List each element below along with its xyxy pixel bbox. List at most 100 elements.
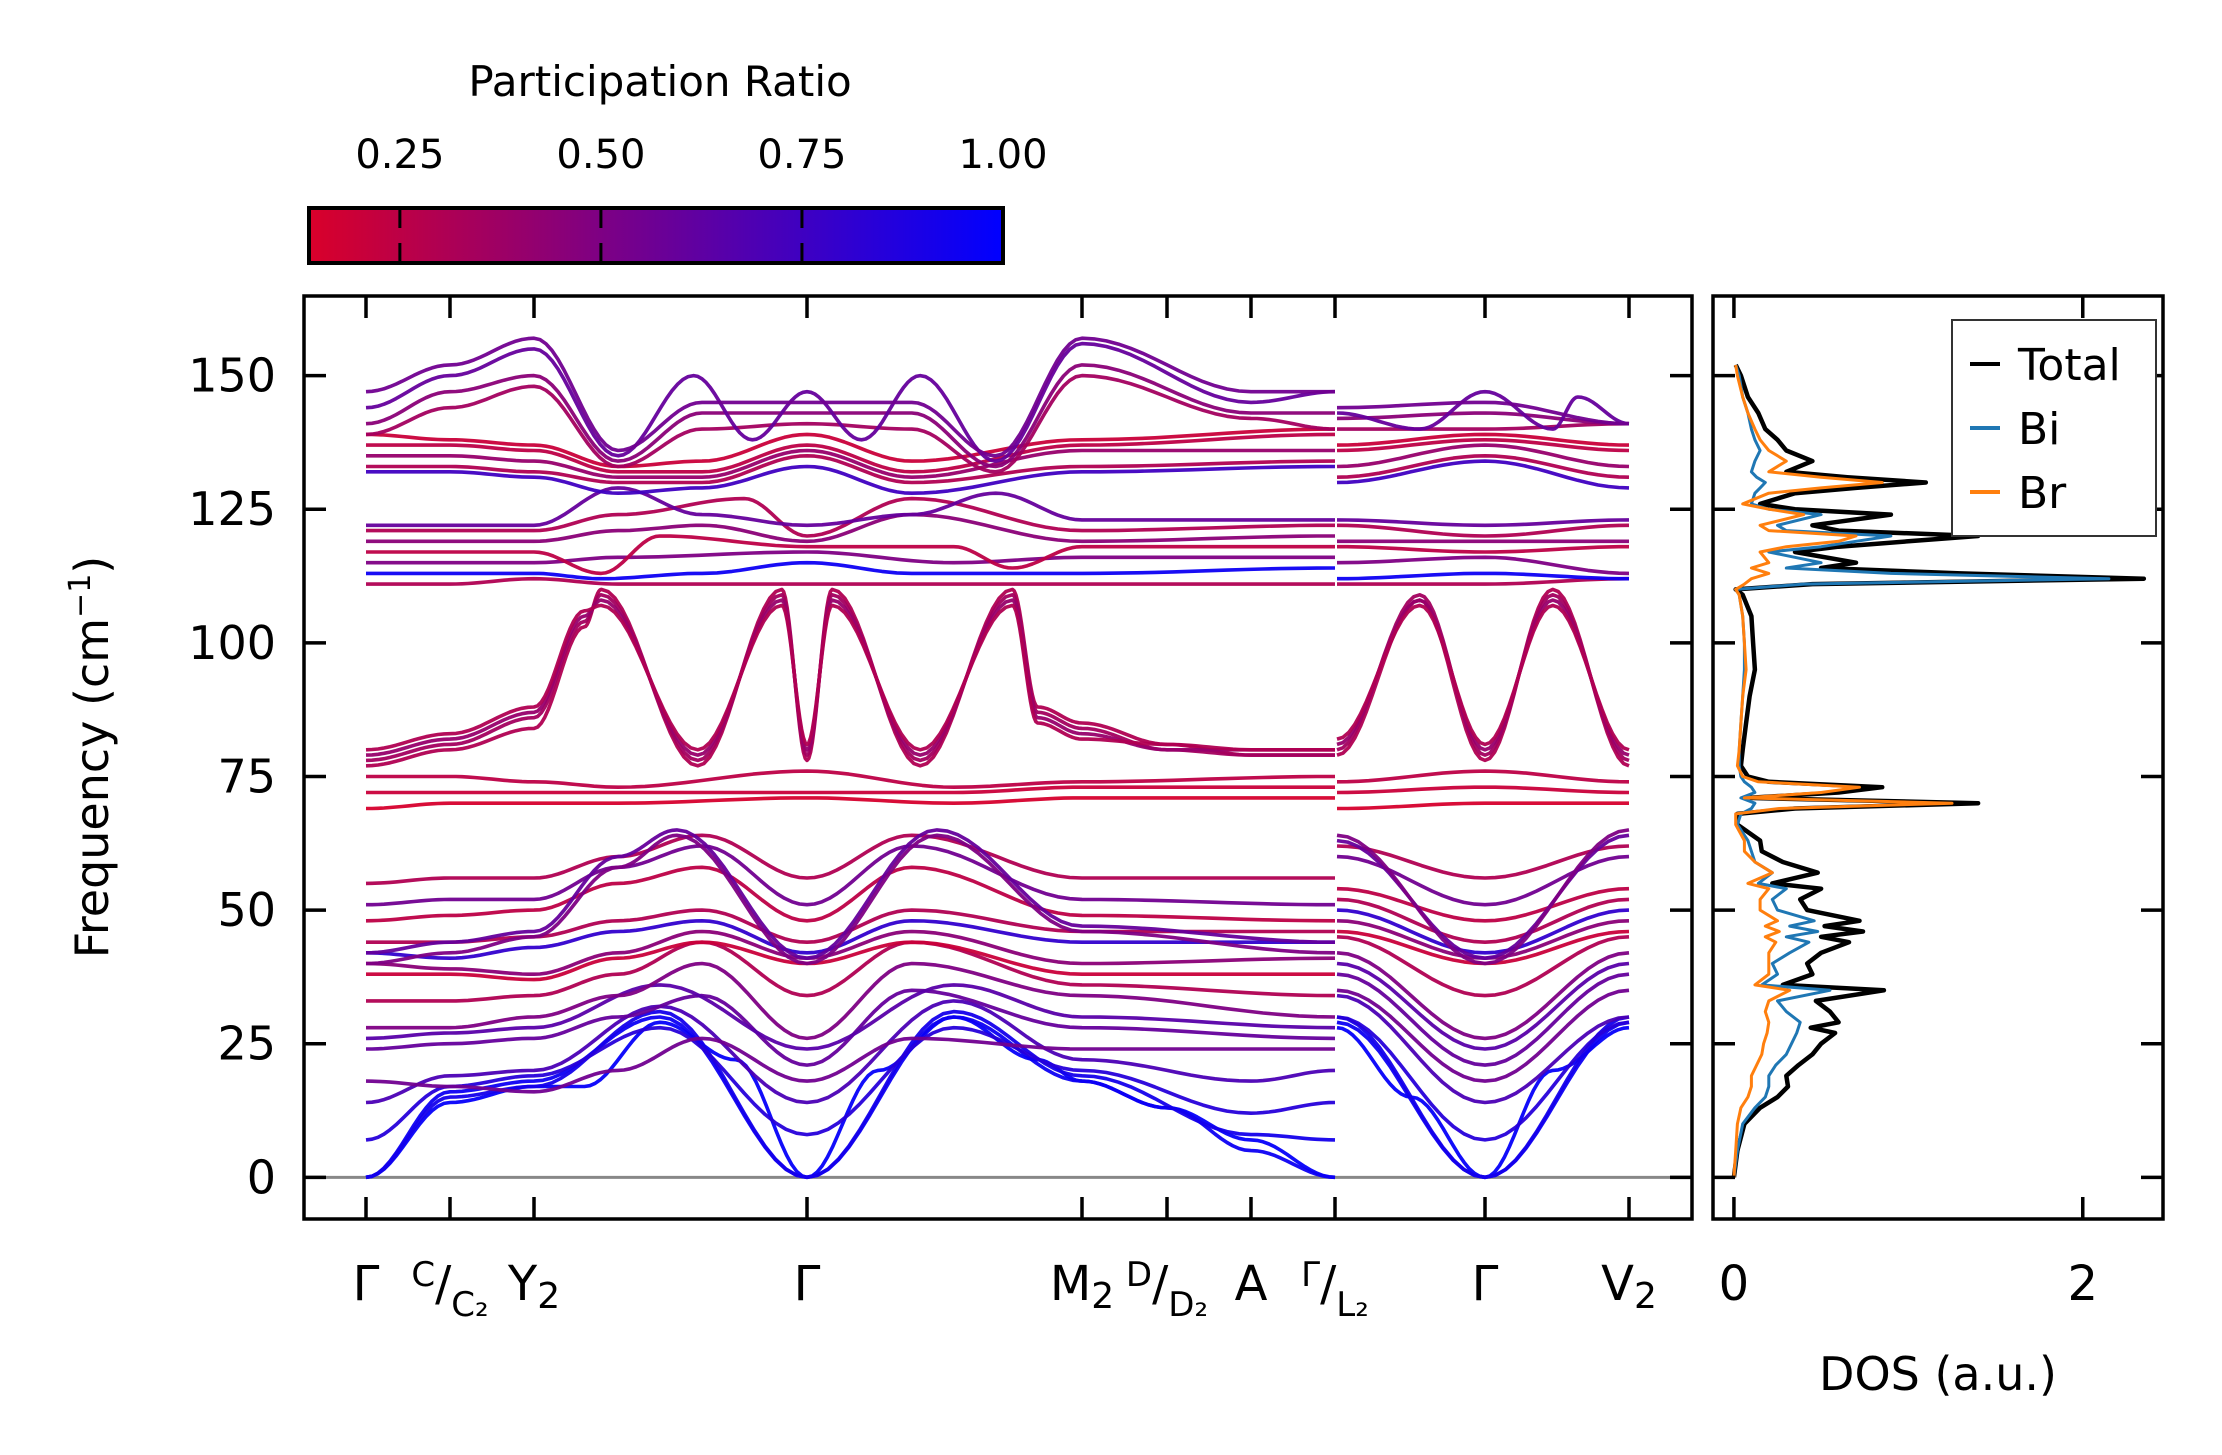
legend: Total Bi Br	[1951, 319, 2157, 537]
band-line	[365, 1009, 1336, 1180]
x-tick-label: Γ/L₂	[1301, 1255, 1369, 1325]
colorbar-tick-marks	[398, 208, 804, 263]
x-tick-label-sub: 2	[1091, 1276, 1114, 1317]
band-line	[366, 940, 1335, 982]
band-line	[1336, 988, 1630, 1083]
band-line	[365, 828, 1336, 960]
band-line	[365, 341, 1336, 463]
legend-entries: Total Bi Br	[1970, 340, 2121, 519]
band-line	[365, 363, 1335, 469]
band-line	[1336, 432, 1630, 447]
x-tick-label-main: Γ	[1472, 1256, 1499, 1312]
colorbar-bar	[307, 206, 1005, 265]
y-tick-label: 50	[217, 883, 276, 937]
x-tick-label-main: V	[1601, 1256, 1634, 1312]
y-tick-label: 150	[188, 349, 276, 403]
x-tick-label-sub: C₂	[451, 1285, 488, 1325]
band-line	[365, 833, 1335, 886]
colorbar-tick-label: 0.50	[556, 132, 645, 178]
band-axes-frame	[302, 294, 1694, 1221]
band-line	[1337, 571, 1629, 581]
dos-axes-frame	[1711, 294, 2165, 1221]
band-line	[1336, 844, 1630, 880]
band-line	[365, 983, 1336, 1051]
band-line	[366, 512, 1335, 544]
band-line	[366, 464, 1336, 495]
dos-x-axis-label: DOS (a.u.)	[1819, 1347, 2057, 1401]
band-line	[366, 448, 1335, 479]
band-line	[1336, 993, 1630, 1105]
x-tick-label-main: A	[1235, 1256, 1268, 1312]
x-tick-label-slash: /	[1152, 1256, 1169, 1312]
x-tick-label-main: Γ	[353, 1256, 380, 1312]
x-tick-label-main: Γ	[794, 1256, 821, 1312]
x-tick-label: Γ	[794, 1256, 821, 1312]
band-line	[366, 550, 1335, 565]
band-line	[1336, 598, 1630, 757]
band-line	[1336, 443, 1630, 469]
band-line	[365, 1025, 1336, 1142]
band-line	[366, 844, 1335, 907]
dos-lines	[1731, 363, 2147, 1178]
band-line	[1336, 785, 1630, 795]
band-line	[366, 454, 1336, 485]
dos-x-tick-label: 0	[1719, 1256, 1750, 1312]
colorbar-tick-label: 0.75	[757, 132, 846, 178]
band-line	[366, 961, 1336, 1041]
x-tick-label-sub: L₂	[1336, 1285, 1369, 1325]
band-line	[365, 919, 1335, 960]
x-tick-label-sub: 2	[537, 1276, 560, 1317]
band-line	[1336, 886, 1630, 923]
band-line	[1337, 576, 1630, 586]
band-line	[1336, 411, 1630, 426]
band-line	[365, 373, 1336, 474]
x-tick-label: D/D₂	[1126, 1255, 1208, 1325]
band-line	[1336, 935, 1630, 998]
band-line	[1336, 828, 1630, 966]
band-line	[1337, 801, 1629, 811]
y-tick-label: 100	[188, 616, 276, 670]
y-tick-label: 75	[217, 749, 276, 803]
band-line	[1336, 972, 1630, 1067]
band-line	[1336, 459, 1630, 490]
x-tick-label: Γ	[353, 1256, 380, 1312]
x-tick-label-sub: D₂	[1168, 1285, 1208, 1325]
band-line	[1336, 438, 1630, 453]
band-line	[1336, 961, 1630, 1051]
band-line	[366, 496, 1335, 538]
band-line	[1336, 555, 1630, 576]
colorbar: Participation Ratio 0.25 0.50 0.75 1.00	[307, 57, 1048, 265]
y-axis-label-close: )	[65, 556, 119, 574]
y-tick-label: 25	[217, 1017, 276, 1071]
y-tick-label: 125	[188, 482, 276, 536]
band-line	[1336, 518, 1630, 528]
x-tick-label-sup: C	[411, 1255, 435, 1295]
band-line	[366, 576, 1335, 586]
band-line	[1336, 769, 1630, 784]
legend-label-bi: Bi	[2018, 404, 2060, 455]
band-line	[1336, 1015, 1630, 1180]
band-line	[365, 336, 1335, 458]
dos-line-br	[1732, 364, 1954, 1178]
x-axis-ticks	[364, 296, 1631, 1219]
x-tick-label: C/C₂	[411, 1255, 488, 1325]
x-tick-label-main: M	[1050, 1256, 1091, 1312]
band-line	[1336, 603, 1630, 752]
x-tick-label-main: Y	[507, 1256, 538, 1312]
band-line	[366, 486, 1335, 528]
band-line	[365, 603, 1335, 752]
band-line	[365, 999, 1336, 1105]
x-tick-label-slash: /	[1320, 1256, 1337, 1312]
y-axis-label-main: Frequency (cm	[65, 618, 119, 958]
band-line	[365, 1036, 1335, 1094]
band-line	[366, 796, 1335, 811]
band-line	[366, 785, 1335, 795]
x-tick-label: A	[1235, 1256, 1268, 1312]
x-axis-tick-labels: Γ C/C₂ Y2 Γ M2D/D₂ A Γ/L₂ Γ V2	[353, 1255, 1657, 1325]
x-tick-label: M2	[1050, 1256, 1114, 1317]
colorbar-tick-label: 1.00	[958, 132, 1047, 178]
